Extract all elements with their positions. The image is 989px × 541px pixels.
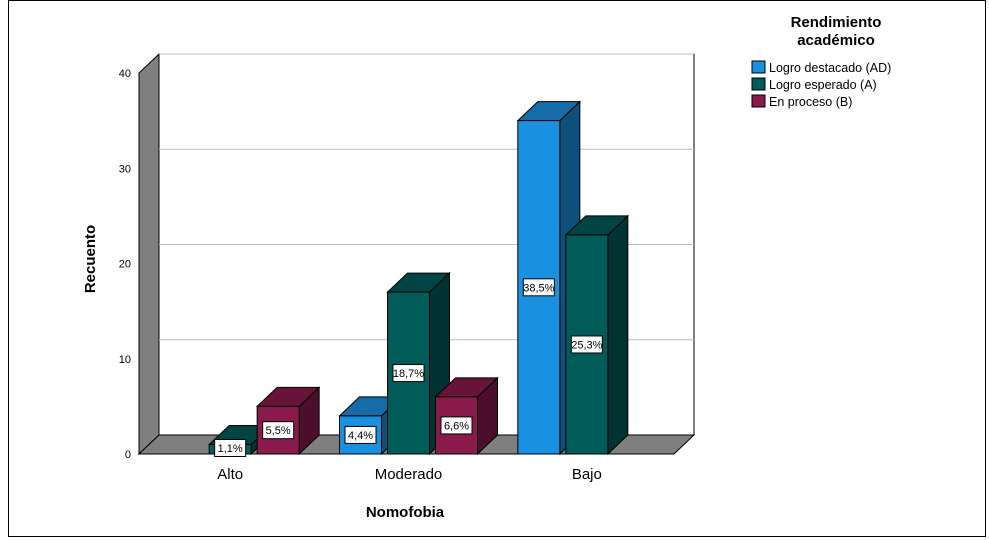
data-label: 6,6% bbox=[444, 420, 469, 432]
x-category-label: Moderado bbox=[375, 466, 443, 483]
data-label-box bbox=[214, 439, 247, 457]
x-category-label: Bajo bbox=[572, 466, 602, 483]
legend-swatch bbox=[751, 94, 766, 108]
data-label-box bbox=[440, 416, 473, 435]
bar-side bbox=[607, 214, 629, 456]
x-axis-title: Nomofobia bbox=[366, 504, 445, 521]
legend-items: Logro destacado (AD) Logro esperado (A) En… bbox=[751, 60, 891, 109]
data-label: 4,4% bbox=[348, 430, 373, 442]
data-labels: 1,1% 5,5% 4,4% 18,7% 6,6% 38,5% 25,3% bbox=[214, 278, 603, 457]
y-tick-label: 30 bbox=[119, 163, 131, 175]
y-tick-label: 40 bbox=[119, 68, 131, 80]
x-category-labels: Alto Moderado Bajo bbox=[217, 466, 602, 483]
data-label-box bbox=[522, 278, 555, 297]
legend-title-line-1: Rendimiento bbox=[791, 14, 882, 31]
legend-label: En proceso (B) bbox=[769, 95, 852, 109]
legend: Rendimiento académico Logro destacado (A… bbox=[751, 14, 891, 109]
chart-svg: 0 10 20 30 40 1,1% 5,5% 4,4% 18,7% 6,6% 38,5% 25,3… bbox=[82, 14, 891, 521]
y-axis-title: Recuento bbox=[82, 225, 99, 293]
legend-title-line-2: académico bbox=[797, 32, 875, 49]
bar bbox=[564, 214, 630, 456]
legend-label: Logro esperado (A) bbox=[769, 78, 877, 92]
bar bbox=[434, 376, 499, 456]
left-wall bbox=[138, 52, 160, 456]
data-label: 1,1% bbox=[218, 443, 243, 455]
legend-swatch bbox=[751, 77, 766, 91]
bar bbox=[255, 386, 321, 456]
data-label-box bbox=[262, 421, 295, 440]
data-label-box bbox=[344, 425, 377, 444]
y-tick-label: 0 bbox=[125, 449, 131, 461]
data-label: 18,7% bbox=[393, 368, 424, 380]
legend-swatch bbox=[751, 60, 766, 74]
y-tick-label: 10 bbox=[119, 354, 131, 366]
chart-frame: 0 10 20 30 40 1,1% 5,5% 4,4% 18,7% 6,6% 38,5% 25,3… bbox=[8, 0, 986, 537]
data-label: 25,3% bbox=[571, 339, 602, 351]
data-label-box bbox=[570, 335, 603, 354]
y-tick-label: 20 bbox=[119, 259, 131, 271]
data-label: 38,5% bbox=[523, 282, 554, 294]
bars bbox=[207, 100, 630, 456]
x-category-label: Alto bbox=[217, 466, 243, 483]
data-label: 5,5% bbox=[266, 425, 291, 437]
y-tick-labels: 0 10 20 30 40 bbox=[119, 68, 131, 461]
data-label-box bbox=[392, 364, 425, 383]
legend-label: Logro destacado (AD) bbox=[769, 61, 891, 75]
